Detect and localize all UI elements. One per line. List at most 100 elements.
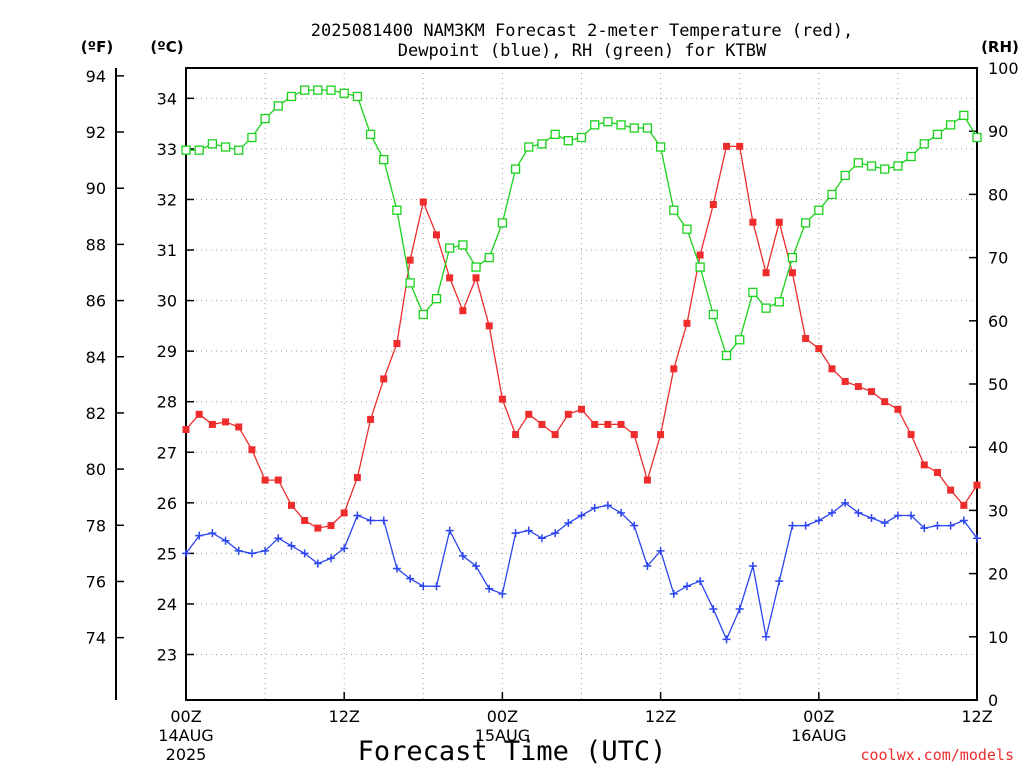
temperature-point xyxy=(709,201,717,209)
temperature-point xyxy=(578,405,585,413)
rh-point xyxy=(510,164,521,174)
rh-point xyxy=(695,262,705,272)
dewpoint-point xyxy=(551,529,560,538)
rh-tick-label: 100 xyxy=(988,59,1019,78)
temperature-point xyxy=(301,517,309,525)
rh-point xyxy=(418,309,428,320)
dewpoint-point xyxy=(379,516,388,525)
fahrenheit-tick-label: 74 xyxy=(86,629,106,648)
rh-point xyxy=(392,205,402,215)
rh-point xyxy=(655,142,666,152)
temperature-point xyxy=(446,274,454,282)
rh-point xyxy=(906,151,916,162)
temperature-point xyxy=(248,446,256,454)
rh-point xyxy=(682,224,692,234)
temperature-point xyxy=(182,426,190,434)
temperature-point xyxy=(498,395,506,403)
temperature-point xyxy=(775,218,783,226)
temperature-point xyxy=(604,420,612,428)
rh-point xyxy=(814,205,824,215)
dewpoint-point xyxy=(788,521,797,530)
temperature-point xyxy=(828,365,836,373)
temperature-point xyxy=(432,231,440,239)
dewpoint-point xyxy=(234,546,243,555)
dewpoint-point xyxy=(907,511,916,520)
temperature-point xyxy=(630,431,638,439)
dewpoint-point xyxy=(261,546,270,555)
time-tick-label: 12Z xyxy=(329,707,360,726)
temperature-point xyxy=(208,420,216,428)
rh-point xyxy=(761,303,771,313)
dewpoint-point xyxy=(669,589,678,598)
celsius-tick-label: 34 xyxy=(157,89,177,108)
time-tick-label: 12Z xyxy=(645,707,676,726)
rh-point xyxy=(590,120,600,130)
rh-tick-label: 90 xyxy=(988,122,1008,141)
dewpoint-point xyxy=(867,513,876,522)
dewpoint-point xyxy=(748,562,757,571)
temperature-point xyxy=(525,410,533,418)
rh-point xyxy=(932,129,943,140)
rh-point xyxy=(959,110,969,121)
temperature-point xyxy=(512,431,520,439)
dewpoint-point xyxy=(537,534,546,543)
fahrenheit-tick-label: 88 xyxy=(86,235,106,254)
date-tick-label: 16AUG xyxy=(791,726,846,745)
celsius-tick-label: 26 xyxy=(157,494,177,513)
celsius-tick-label: 29 xyxy=(157,342,177,361)
dewpoint-point xyxy=(643,562,652,571)
dewpoint-point xyxy=(564,519,573,528)
temperature-point xyxy=(736,142,744,150)
temperature-point xyxy=(841,377,849,385)
dewpoint-point xyxy=(485,584,494,593)
rh-point xyxy=(629,123,639,133)
rh-tick-label: 30 xyxy=(988,501,1008,520)
dewpoint-point xyxy=(208,529,217,538)
celsius-tick-label: 33 xyxy=(157,140,177,159)
rh-tick-label: 60 xyxy=(988,312,1008,331)
rh-point xyxy=(708,309,718,320)
dewpoint-point xyxy=(814,516,823,525)
temperature-point xyxy=(973,481,981,489)
temperature-point xyxy=(696,251,704,259)
rh-point xyxy=(234,145,244,155)
rh-tick-label: 50 xyxy=(988,375,1008,394)
dewpoint-point xyxy=(630,521,639,530)
credit-text: coolwx.com/models xyxy=(860,746,1014,764)
temperature-point xyxy=(195,410,203,418)
rh-point xyxy=(313,85,323,95)
celsius-tick-label: 31 xyxy=(157,241,177,260)
time-tick-label: 00Z xyxy=(170,707,201,726)
dewpoint-point xyxy=(775,577,784,586)
rh-point xyxy=(880,164,890,174)
dewpoint-point xyxy=(880,519,889,528)
dewpoint-point xyxy=(221,536,230,545)
rh-point xyxy=(563,136,573,146)
temperature-point xyxy=(723,142,731,150)
dewpoint-point xyxy=(419,582,428,591)
dewpoint-point xyxy=(946,521,955,530)
temperature-point xyxy=(802,334,810,342)
rh-point xyxy=(260,113,270,124)
rh-tick-label: 20 xyxy=(988,565,1008,584)
temperature-point xyxy=(564,410,572,418)
temperature-point xyxy=(894,405,902,413)
tick-labels: 23 24 25 26 27 28 29 30 31 32 33 34 74 76 78 80 82 84 86 88… xyxy=(86,59,1019,764)
rh-point xyxy=(800,218,811,228)
rh-point xyxy=(247,132,257,143)
x-axis-label: Forecast Time (UTC) xyxy=(358,736,667,767)
year-tick-label: 2025 xyxy=(166,745,207,764)
dewpoint-point xyxy=(182,549,190,558)
time-tick-label: 00Z xyxy=(803,707,834,726)
rh-point xyxy=(365,129,376,140)
dewpoint-point xyxy=(722,635,731,644)
rh-point xyxy=(827,189,837,200)
celsius-tick-label: 30 xyxy=(157,292,177,311)
time-tick-label: 00Z xyxy=(487,707,518,726)
dewpoint-point xyxy=(682,582,691,591)
rh-point xyxy=(220,142,231,152)
temperature-point xyxy=(472,274,480,282)
dewpoint-point xyxy=(973,534,981,543)
rh-point xyxy=(669,205,679,215)
